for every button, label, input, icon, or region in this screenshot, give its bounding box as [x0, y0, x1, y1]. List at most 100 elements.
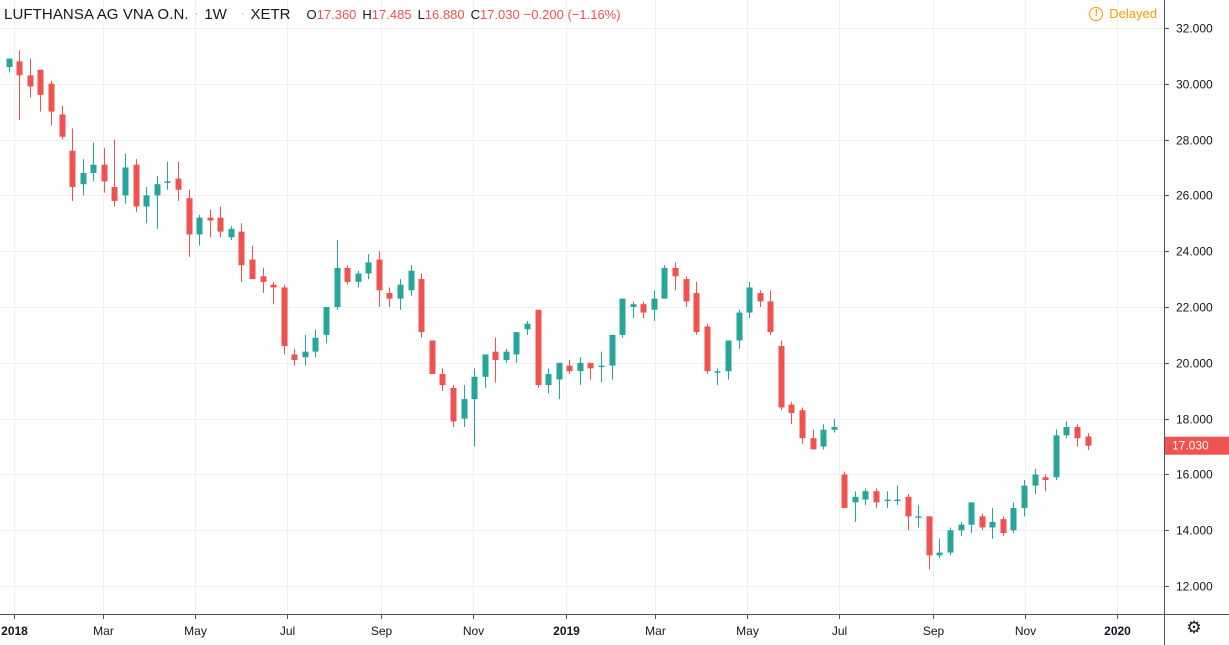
candle [651, 290, 658, 321]
candle-body [788, 404, 795, 414]
candle-body [894, 499, 901, 502]
candle-body [376, 259, 383, 291]
candle-body [281, 287, 288, 347]
separator: · [240, 8, 245, 20]
x-tick-label: Mar [93, 624, 114, 638]
candle [429, 340, 436, 374]
candle-body [556, 362, 563, 380]
y-tick-label: 30.000 [1176, 78, 1213, 92]
candle [207, 209, 214, 238]
candle [704, 323, 711, 374]
candle [27, 58, 34, 98]
candle-body [397, 284, 404, 299]
candle-body [820, 429, 827, 447]
candle [958, 521, 965, 536]
candle-body [1042, 477, 1049, 481]
candle [323, 307, 330, 344]
low-value: 16.880 [424, 6, 465, 22]
candle [947, 527, 954, 556]
candle [175, 161, 182, 201]
candle-body [672, 267, 679, 277]
candle [133, 159, 140, 213]
candle-body [852, 496, 859, 503]
candle [186, 189, 193, 257]
close-value: 17.030 [479, 6, 520, 22]
gear-icon[interactable]: ⚙ [1186, 618, 1202, 637]
delayed-status[interactable]: ! Delayed [1089, 6, 1157, 21]
candle [312, 329, 319, 358]
candle-body [810, 438, 817, 450]
candle-body [429, 340, 436, 374]
candle [841, 471, 848, 508]
y-tick-label: 32.000 [1176, 22, 1213, 36]
candle-body [1010, 507, 1017, 531]
candle [661, 265, 668, 299]
candle-body [355, 273, 362, 282]
candle-body [545, 373, 552, 386]
y-tick-label: 24.000 [1176, 245, 1213, 259]
candle-body [598, 365, 605, 368]
candle [365, 253, 372, 280]
candle-body [915, 516, 922, 518]
candle [111, 139, 118, 207]
candle [915, 505, 922, 528]
candle-body [133, 164, 140, 207]
candle [492, 337, 499, 383]
candle-body [725, 340, 732, 372]
candle [513, 332, 520, 363]
candle [260, 267, 267, 294]
x-tick-label: Nov [1015, 624, 1036, 638]
candle [1074, 424, 1081, 447]
y-tick-label: 16.000 [1176, 468, 1213, 482]
candle [302, 334, 309, 366]
candle-body [841, 474, 848, 508]
candle [386, 287, 393, 307]
candle-body [1085, 436, 1092, 446]
close-label: C [470, 6, 480, 22]
candle [831, 418, 838, 433]
x-tick-label: Sep [371, 624, 393, 638]
candle [59, 106, 66, 140]
candle [80, 159, 87, 196]
candle [566, 360, 573, 374]
candle [439, 368, 446, 391]
candle [1021, 480, 1028, 517]
candle [344, 265, 351, 285]
candle-body [989, 521, 996, 528]
x-tick-label: May [736, 624, 759, 638]
x-tick-label: 2019 [553, 624, 580, 638]
candle [968, 502, 975, 534]
high-label: H [362, 6, 372, 22]
candle-body [503, 351, 510, 361]
candle-body [207, 217, 214, 221]
candle-body [408, 270, 415, 291]
candles [6, 50, 1092, 570]
exchange-label: XETR [250, 5, 291, 23]
info-icon: ! [1089, 6, 1104, 21]
x-tick-label: Mar [645, 624, 666, 638]
candle-body [482, 354, 489, 377]
candle [767, 290, 774, 335]
candle-body [186, 198, 193, 235]
candle-body [958, 524, 965, 531]
candle [355, 270, 362, 288]
low-label: L [417, 6, 425, 22]
candle-body [651, 298, 658, 310]
separator: · [194, 8, 199, 20]
candle [672, 262, 679, 291]
candle-body [926, 516, 933, 556]
candle [873, 488, 880, 508]
candle [979, 513, 986, 531]
candle-body [196, 217, 203, 235]
last-price-label: 17.030 [1172, 439, 1209, 453]
candle [376, 251, 383, 307]
x-tick-label: Jul [280, 624, 295, 638]
symbol-name: LUFTHANSA AG VNA O.N. [4, 5, 189, 23]
candle-body [566, 365, 573, 372]
x-tick-label: 2018 [1, 624, 28, 638]
open-label: O [306, 6, 317, 22]
candle [270, 281, 277, 305]
candle-body [524, 323, 531, 330]
